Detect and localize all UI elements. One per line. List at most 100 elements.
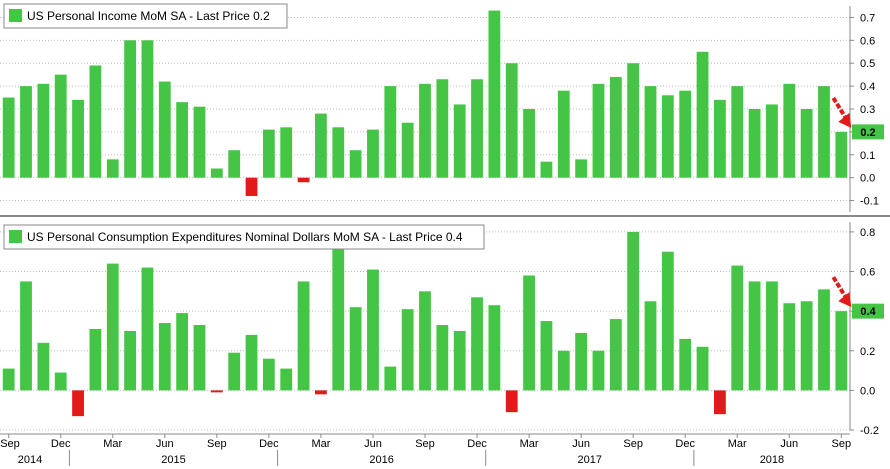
bar [384,366,397,391]
bar [731,86,744,178]
consumption-y-axis: 0.8 0.6 0.4 0.2 0.0 -0.2 [849,222,879,437]
legend-swatch [9,9,22,22]
bar [193,106,206,178]
y-tick-label: -0.1 [860,196,879,208]
bar [124,40,136,178]
bar [766,281,778,391]
x-month-label: Dec [467,438,487,450]
bar [661,251,674,391]
bar [72,390,84,417]
x-month-label: Sep [623,438,643,450]
x-year-label: 2014 [18,454,42,466]
bar [280,368,293,391]
x-axis-month-labels: Sep Dec Mar Jun Sep Dec Mar Jun Sep Dec Mar Jun Sep D… [0,438,851,450]
bar [609,76,622,178]
bar [575,332,588,391]
bar [280,127,293,178]
bar [297,177,310,183]
y-tick-label: 0.3 [860,104,875,116]
x-month-label: Mar [728,438,747,450]
x-month-label: Sep [207,438,227,450]
last-price-tag-value: 0.4 [860,306,876,318]
consumption-bars [2,231,848,417]
bar [158,81,171,178]
arrow-shaft [831,96,849,120]
legend-box [3,3,288,29]
bar [20,281,32,391]
x-year-label: 2017 [578,454,602,466]
bar [2,97,15,178]
bar [696,346,709,391]
bar [679,90,692,178]
bar [592,350,605,391]
bar [731,265,744,391]
legend-label: US Personal Income MoM SA - Last Price 0… [27,9,270,23]
bar [644,86,657,178]
legend-box [3,224,485,250]
bar [471,297,483,391]
bar [800,109,813,178]
bar [349,307,362,391]
x-month-label: Jun [156,438,174,450]
bar [609,319,622,391]
bar [505,63,518,178]
bar [748,109,761,178]
x-month-label: Jun [780,438,798,450]
bar [89,328,102,391]
bar [72,99,84,178]
y-tick-label: 0.8 [860,227,875,239]
bar [783,83,796,178]
bar [471,79,483,178]
bar [367,129,379,178]
bar [592,83,605,178]
last-price-tag: 0.2 [852,124,884,140]
bar [540,321,553,391]
bar [54,74,67,178]
bar [332,127,345,178]
y-tick-label: 0.6 [860,35,875,47]
x-year-label: 2016 [369,454,393,466]
bar [228,352,241,391]
x-month-label: Sep [0,438,20,450]
bar [436,79,449,178]
bar [783,303,796,391]
bar [679,338,692,391]
bar [800,301,813,391]
bar [436,325,449,391]
bar [141,267,154,391]
y-tick-label: 0.4 [860,81,875,93]
x-month-label: Mar [520,438,539,450]
bar [453,104,466,178]
personal-income-y-axis: 0.7 0.6 0.5 0.4 0.3 0.2 0.1 0.0 -0.1 [849,6,879,212]
bar [644,301,657,391]
bar [488,305,501,391]
bar [523,275,535,391]
last-price-tag-value: 0.2 [860,127,875,139]
y-tick-label: 0.5 [860,58,875,70]
bar [245,177,258,196]
arrow-shaft [831,276,849,300]
bar [210,168,223,178]
bar [245,334,258,391]
x-month-label: Jun [364,438,382,450]
bar [20,86,32,178]
x-axis-year-labels: 2014 2015 2016 2017 2018 [18,450,784,466]
y-tick-label: 0.0 [860,173,875,185]
bar [766,104,778,178]
bar [523,109,535,178]
legend-label: US Personal Consumption Expenditures Nom… [27,230,463,244]
bar [714,99,726,178]
bar [401,122,414,178]
x-month-label: Mar [103,438,122,450]
bar [818,289,830,391]
x-month-label: Sep [832,438,852,450]
personal-income-panel: 0.7 0.6 0.5 0.4 0.3 0.2 0.1 0.0 -0.1 US Personal… [0,3,884,212]
x-month-label: Dec [51,438,71,450]
bar [835,131,848,178]
bar [2,368,15,391]
bar [54,372,67,391]
bar [384,86,397,178]
last-price-tag-box [852,124,884,140]
y-tick-label: 0.0 [860,385,875,397]
bar [818,86,830,178]
